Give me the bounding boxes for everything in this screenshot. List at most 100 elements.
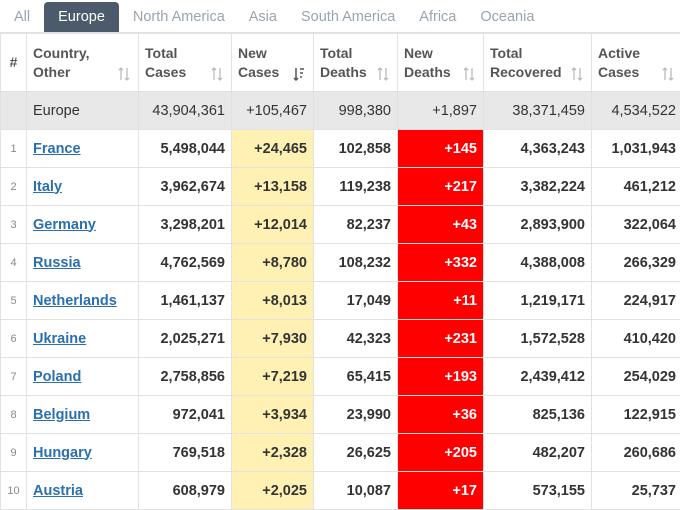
col-header-new-cases-line1: New xyxy=(238,45,267,61)
sort-icon[interactable] xyxy=(662,67,674,81)
sort-icon[interactable] xyxy=(463,67,475,81)
country-link[interactable]: Germany xyxy=(33,217,96,233)
col-header-country-line2: Other xyxy=(33,64,70,80)
country-link[interactable]: France xyxy=(33,141,81,157)
cell-new-cases: +3,934 xyxy=(232,396,314,434)
cell-total-recovered: 482,207 xyxy=(484,434,592,472)
country-link[interactable]: Poland xyxy=(33,369,81,385)
cell-total-deaths: 65,415 xyxy=(314,358,398,396)
cell-country: France xyxy=(27,130,139,168)
tab-all[interactable]: All xyxy=(4,2,40,32)
cell-country: Germany xyxy=(27,206,139,244)
cell-country: Hungary xyxy=(27,434,139,472)
total-row: Europe 43,904,361 +105,467 998,380 +1,89… xyxy=(1,92,680,130)
cell-total-recovered: 2,439,412 xyxy=(484,358,592,396)
cell-country: Netherlands xyxy=(27,282,139,320)
cell-new-deaths: +145 xyxy=(398,130,484,168)
tab-asia[interactable]: Asia xyxy=(239,2,287,32)
col-header-country[interactable]: Country, Other xyxy=(27,34,139,92)
total-num-cell xyxy=(1,92,27,130)
cell-new-cases: +24,465 xyxy=(232,130,314,168)
country-link[interactable]: Russia xyxy=(33,255,81,271)
cell-total-cases: 3,962,674 xyxy=(139,168,232,206)
country-link[interactable]: Italy xyxy=(33,179,62,195)
tab-south-america[interactable]: South America xyxy=(291,2,405,32)
total-region-name: Europe xyxy=(27,92,139,130)
cell-total-cases: 3,298,201 xyxy=(139,206,232,244)
cell-total-deaths: 42,323 xyxy=(314,320,398,358)
col-header-new-cases-line2: Cases xyxy=(238,64,279,80)
cell-num: 1 xyxy=(1,130,27,168)
col-header-new-deaths-line1: New xyxy=(404,45,433,61)
col-header-active-cases[interactable]: Active Cases xyxy=(592,34,680,92)
cell-new-cases: +7,219 xyxy=(232,358,314,396)
col-header-country-line1: Country, xyxy=(33,45,90,61)
sort-icon[interactable] xyxy=(377,67,389,81)
cell-num: 10 xyxy=(1,472,27,510)
cell-total-deaths: 102,858 xyxy=(314,130,398,168)
country-link[interactable]: Belgium xyxy=(33,407,90,423)
tab-oceania[interactable]: Oceania xyxy=(470,2,544,32)
cell-num: 4 xyxy=(1,244,27,282)
cell-num: 6 xyxy=(1,320,27,358)
cell-num: 8 xyxy=(1,396,27,434)
cell-total-cases: 972,041 xyxy=(139,396,232,434)
cell-active-cases: 461,212 xyxy=(592,168,680,206)
cell-country: Austria xyxy=(27,472,139,510)
col-header-new-cases[interactable]: New Cases xyxy=(232,34,314,92)
cell-new-deaths: +17 xyxy=(398,472,484,510)
sort-icon[interactable] xyxy=(211,67,223,81)
country-link[interactable]: Hungary xyxy=(33,445,92,461)
tab-europe[interactable]: Europe xyxy=(44,2,119,32)
cell-new-deaths: +205 xyxy=(398,434,484,472)
tab-north-america[interactable]: North America xyxy=(123,2,235,32)
cell-total-cases: 608,979 xyxy=(139,472,232,510)
cell-total-deaths: 108,232 xyxy=(314,244,398,282)
sort-icon[interactable] xyxy=(571,67,583,81)
col-header-active-cases-line1: Active xyxy=(598,45,640,61)
cell-total-cases: 2,025,271 xyxy=(139,320,232,358)
col-header-new-deaths[interactable]: New Deaths xyxy=(398,34,484,92)
cell-new-cases: +8,013 xyxy=(232,282,314,320)
cell-num: 9 xyxy=(1,434,27,472)
cell-total-recovered: 4,388,008 xyxy=(484,244,592,282)
cell-new-cases: +13,158 xyxy=(232,168,314,206)
cell-new-cases: +2,025 xyxy=(232,472,314,510)
cell-total-deaths: 119,238 xyxy=(314,168,398,206)
country-link[interactable]: Ukraine xyxy=(33,331,86,347)
tab-africa[interactable]: Africa xyxy=(409,2,466,32)
cell-new-deaths: +11 xyxy=(398,282,484,320)
cell-active-cases: 260,686 xyxy=(592,434,680,472)
total-new-cases: +105,467 xyxy=(232,92,314,130)
col-header-total-cases-line2: Cases xyxy=(145,64,186,80)
cell-active-cases: 410,420 xyxy=(592,320,680,358)
cell-new-cases: +12,014 xyxy=(232,206,314,244)
col-header-total-recovered-line1: Total xyxy=(490,45,522,61)
cell-new-cases: +7,930 xyxy=(232,320,314,358)
country-link[interactable]: Austria xyxy=(33,483,83,499)
cell-active-cases: 122,915 xyxy=(592,396,680,434)
col-header-total-deaths-line1: Total xyxy=(320,45,352,61)
country-link[interactable]: Netherlands xyxy=(33,293,117,309)
col-header-active-cases-line2: Cases xyxy=(598,64,639,80)
cell-country: Russia xyxy=(27,244,139,282)
cell-country: Belgium xyxy=(27,396,139,434)
cell-total-deaths: 23,990 xyxy=(314,396,398,434)
cell-total-cases: 5,498,044 xyxy=(139,130,232,168)
cell-num: 7 xyxy=(1,358,27,396)
cell-total-deaths: 82,237 xyxy=(314,206,398,244)
col-header-new-deaths-line2: Deaths xyxy=(404,64,451,80)
sort-icon[interactable] xyxy=(118,67,130,81)
sort-desc-icon[interactable] xyxy=(293,67,305,81)
